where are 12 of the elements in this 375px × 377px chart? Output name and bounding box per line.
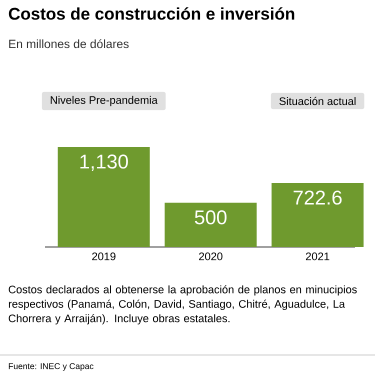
chart-title: Costos de construcción e inversión: [8, 7, 294, 20]
data-label: 1,130: [80, 154, 128, 171]
data-label: 500: [194, 210, 227, 224]
chart-subtitle: En millones de dólares: [9, 39, 129, 48]
source-note: Fuente: INEC y Capac: [8, 363, 94, 371]
data-label: 722.6: [294, 190, 342, 205]
text: Costos declarados al obtenerse la aprobación de planos en minucipios respectivos (Panamá, Colón, David, Santiago, Chitré, Aguadulce, La Chorrera y Arraiján). Incluye obras estatales.: [8, 285, 357, 324]
text: Niveles Pre-pandemia: [50, 96, 158, 106]
x-tick-label: 2019: [92, 252, 116, 260]
x-tick-label: 2020: [199, 252, 222, 260]
text: Situación actual: [279, 96, 356, 106]
x-tick-label: 2021: [306, 252, 330, 260]
